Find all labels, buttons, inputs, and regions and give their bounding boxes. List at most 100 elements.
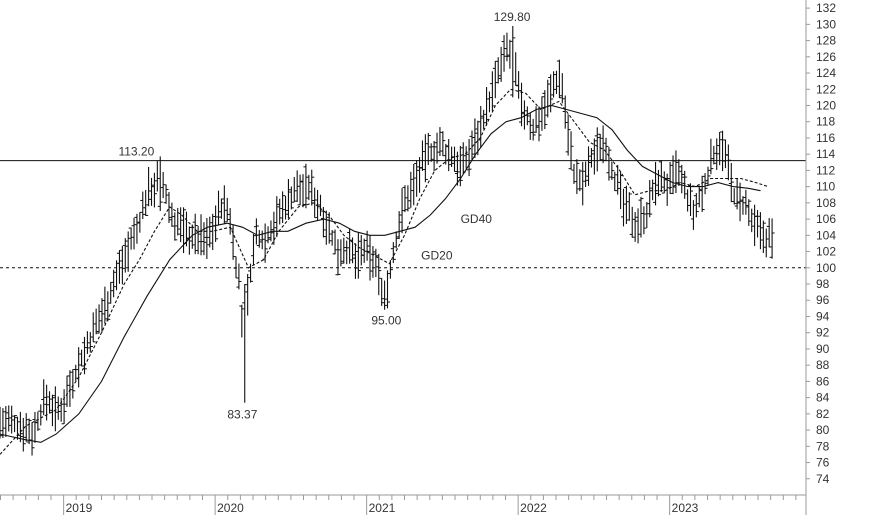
ohlc-bar <box>224 197 230 222</box>
ohlc-bar <box>347 228 353 264</box>
ohlc-bar <box>379 277 385 306</box>
ohlc-bar <box>632 212 638 242</box>
y-tick-label: 78 <box>816 439 830 453</box>
ohlc-bar <box>495 57 501 84</box>
ohlc-bar <box>119 245 125 285</box>
y-tick-label: 84 <box>816 391 830 405</box>
ohlc-bar <box>70 369 76 399</box>
ohlc-bar <box>492 60 498 99</box>
chart-annotation: GD20 <box>421 249 453 263</box>
ohlc-bar <box>341 237 347 264</box>
ohlc-bar <box>486 91 492 113</box>
ohlc-bar <box>644 202 650 228</box>
ohlc-bar <box>23 413 29 442</box>
y-tick-label: 114 <box>816 147 835 161</box>
ohlc-bar <box>553 70 559 94</box>
ohlc-bar <box>154 160 160 192</box>
ohlc-bar <box>12 415 18 433</box>
y-tick-label: 100 <box>816 261 836 275</box>
ohlc-bar <box>714 138 720 171</box>
ohlc-bar <box>411 163 417 206</box>
ohlc-bar <box>178 207 184 243</box>
ohlc-bar <box>146 166 152 207</box>
ohlc-bar <box>332 229 338 255</box>
ohlc-bar <box>230 224 236 260</box>
ohlc-bar <box>294 170 300 203</box>
ohlc-bar <box>47 391 53 414</box>
ohlc-bar <box>737 182 743 222</box>
ohlc-bar <box>615 164 621 195</box>
ohlc-bar <box>466 138 472 177</box>
y-tick-label: 116 <box>816 131 835 145</box>
ohlc-bar <box>17 411 23 443</box>
ohlc-bar <box>571 163 577 184</box>
y-tick-label: 94 <box>816 309 830 323</box>
axes: 74 76 78 80 82 84 86 88 90 92 94 96 98 100 102 104 106 10… <box>0 0 836 515</box>
ohlc-bar <box>685 189 691 212</box>
ohlc-bar <box>52 386 58 432</box>
ohlc-bar <box>682 170 688 199</box>
ohlc-bar <box>653 161 659 206</box>
ohlc-bar <box>524 106 530 126</box>
ohlc-bar <box>387 260 393 279</box>
ohlc-bar <box>96 304 102 334</box>
ohlc-bar <box>673 150 679 194</box>
ohlc-bar <box>186 226 192 255</box>
ohlc-bar <box>469 130 475 161</box>
y-tick-label: 118 <box>816 115 835 129</box>
ohlc-bar <box>55 396 61 420</box>
y-tick-label: 74 <box>816 472 830 486</box>
ohlc-bar <box>221 185 227 224</box>
y-tick-label: 88 <box>816 358 830 372</box>
ohlc-bar <box>73 364 79 381</box>
ohlc-bar <box>638 196 644 238</box>
ohlc-bar <box>288 186 294 210</box>
ohlc-bar <box>422 134 428 183</box>
ohlc-bar <box>425 132 431 165</box>
ohlc-bar <box>760 220 766 254</box>
ohlc-bar <box>382 280 388 310</box>
ohlc-bar <box>498 46 504 82</box>
ohlc-bar <box>143 189 149 216</box>
ohlc-bar <box>510 25 516 98</box>
ohlc-bar <box>757 212 763 250</box>
ohlc-bar <box>623 185 629 225</box>
ohlc-bar <box>586 146 592 186</box>
ohlc-bar <box>583 161 589 187</box>
ohlc-bar <box>160 171 166 199</box>
ohlc-bar <box>463 146 469 169</box>
y-tick-label: 126 <box>816 50 836 64</box>
ohlc-bar <box>242 284 248 403</box>
ohlc-bar <box>32 411 38 443</box>
ohlc-bar <box>437 127 443 157</box>
ohlc-bar <box>61 389 67 425</box>
ohlc-bar <box>766 218 772 248</box>
chart-annotation: 83.37 <box>227 408 257 422</box>
ohlc-bar <box>149 177 155 206</box>
ohlc-bar <box>516 71 522 99</box>
ohlc-bar <box>364 230 370 261</box>
ohlc-bar <box>283 195 289 220</box>
ohlc-bar <box>478 105 484 148</box>
ohlc-bar <box>207 216 213 248</box>
ohlc-bar <box>702 173 708 195</box>
ohlc-bar <box>612 171 618 192</box>
ohlc-bar <box>577 169 583 192</box>
ohlc-bar <box>472 118 478 158</box>
ohlc-bar <box>216 190 222 226</box>
ohlc-bar <box>489 71 495 112</box>
ohlc-bar <box>352 243 358 279</box>
ohlc-bar <box>344 240 350 265</box>
ohlc-bar <box>580 162 586 206</box>
y-tick-label: 96 <box>816 293 830 307</box>
ohlc-bar <box>542 90 548 130</box>
x-tick-label: 2021 <box>369 501 396 515</box>
ohlc-bar <box>551 71 557 98</box>
ohlc-bar <box>38 404 44 426</box>
ohlc-bar <box>271 211 277 245</box>
ohlc-bar <box>274 196 280 238</box>
ohlc-bar <box>245 274 251 316</box>
ohlc-bar <box>303 163 309 209</box>
ohlc-bar <box>385 270 390 309</box>
ohlc-bar <box>277 198 283 225</box>
